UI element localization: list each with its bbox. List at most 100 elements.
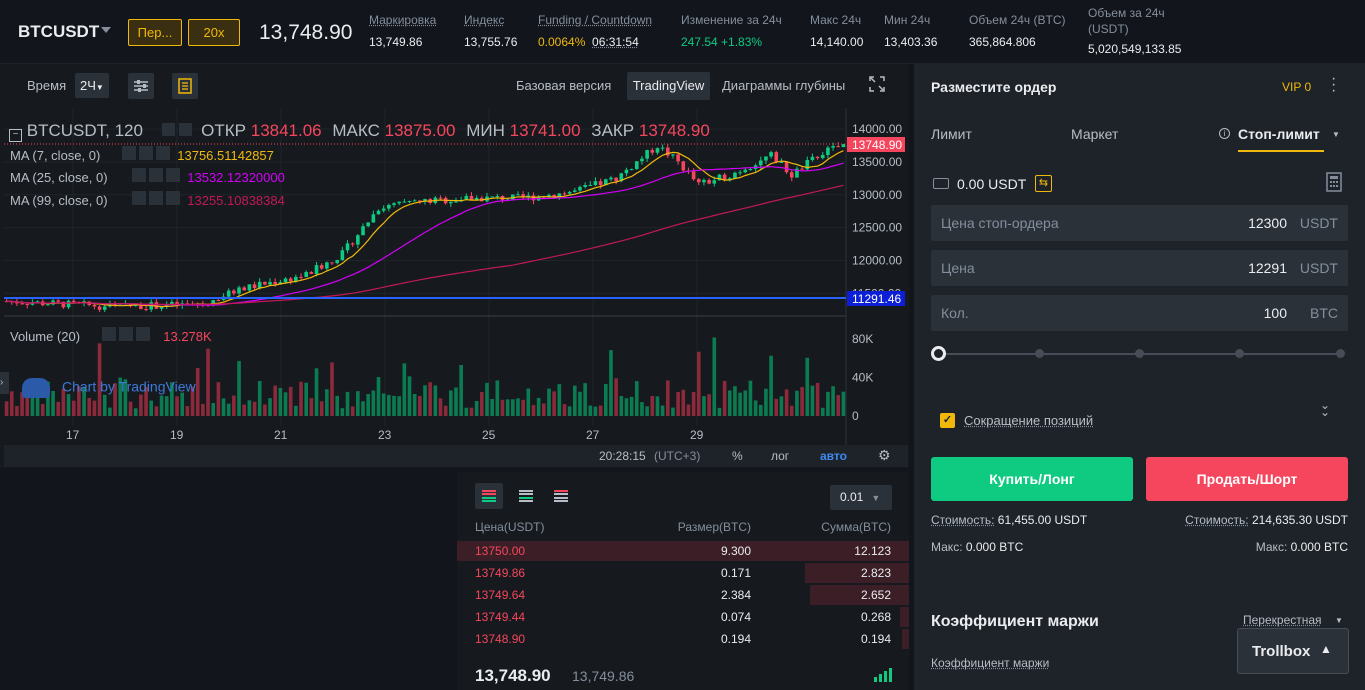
slider-step[interactable] (1235, 349, 1244, 358)
view-tradingview[interactable]: TradingView (627, 72, 710, 100)
ob-depth-bar (805, 563, 909, 583)
symbol-dropdown-caret-icon[interactable] (101, 27, 111, 33)
candle-body (309, 272, 314, 274)
quantity-field[interactable]: Кол. 100 BTC (931, 295, 1348, 331)
symbol-title[interactable]: BTCUSDT (18, 22, 100, 41)
chevron-down-icon[interactable]: ▼ (1332, 130, 1340, 139)
margin-mode-select[interactable]: Перекрестная (1243, 613, 1322, 627)
tradingview-watermark[interactable]: Chart by TradingView (22, 378, 196, 398)
volume-bar (407, 376, 412, 416)
volume-bar (314, 368, 319, 416)
ma-controls-icon[interactable] (121, 146, 174, 160)
field-value[interactable]: 12291 (1248, 260, 1287, 276)
volume-bar (71, 400, 76, 416)
fullscreen-icon[interactable] (869, 76, 885, 92)
ma-controls-icon[interactable] (131, 168, 184, 182)
ob-header-size: Размер(BTC) (677, 520, 751, 534)
volume-bar (665, 380, 670, 416)
volume-controls-icon[interactable] (101, 327, 160, 341)
ma-controls-icon[interactable] (131, 191, 184, 205)
double-chevron-down-icon[interactable]: ⌄ ⌄ (1320, 398, 1331, 419)
candle-body (304, 272, 308, 277)
chart-timezone[interactable]: (UTC+3) (654, 449, 701, 463)
volume-bar (567, 406, 572, 416)
percent-toggle[interactable]: % (732, 449, 743, 463)
candle-body (645, 150, 649, 159)
volume-bar (159, 395, 164, 416)
ob-ask-row[interactable]: 13748.90 0.194 0.194 (457, 628, 909, 650)
transfer-icon[interactable]: ⇆ (1035, 175, 1052, 192)
stat-label: Изменение за 24ч (681, 13, 782, 27)
view-basic[interactable]: Базовая версия (516, 78, 612, 93)
volume-bar (614, 378, 618, 416)
chevron-down-icon[interactable]: ▼ (1335, 616, 1343, 625)
auto-toggle[interactable]: авто (820, 449, 847, 463)
volume-tick: 0 (852, 409, 859, 423)
stop-price-field[interactable]: Цена стоп-ордера 12300 USDT (931, 205, 1348, 241)
sell-short-button[interactable]: Продать/Шорт (1146, 457, 1348, 501)
stat-funding: Funding / Countdown 0.0064% 06:31:54 (538, 13, 652, 49)
sell-max-value: 0.000 BTC (1290, 540, 1348, 554)
line-price-tag-text: 11291.46 (852, 292, 901, 306)
volume-bar (655, 396, 660, 416)
volume-bar (381, 393, 386, 416)
indicator-settings-button[interactable] (128, 73, 154, 99)
orderbook-asks-view[interactable] (547, 483, 575, 509)
ob-ask-row[interactable]: 13750.00 9.300 12.123 (457, 540, 909, 562)
ob-ask-row[interactable]: 13749.64 2.384 2.652 (457, 584, 909, 606)
slider-step[interactable] (1135, 349, 1144, 358)
interval-select[interactable]: 2Ч▼ (75, 73, 109, 98)
quantity-slider-handle[interactable] (931, 346, 946, 361)
volume-bar (149, 400, 154, 416)
expand-left-icon[interactable]: › (0, 372, 9, 394)
watermark-text: Chart by TradingView (62, 378, 196, 395)
price-field[interactable]: Цена 12291 USDT (931, 250, 1348, 286)
volume-bar (836, 395, 841, 416)
field-value[interactable]: 12300 (1248, 215, 1287, 231)
calculator-icon[interactable] (1326, 172, 1342, 192)
more-icon[interactable]: · · · (1331, 70, 1337, 99)
info-icon[interactable]: i (1219, 128, 1230, 139)
ob-ask-row[interactable]: 13749.44 0.074 0.268 (457, 606, 909, 628)
chart-notes-button[interactable] (172, 73, 198, 99)
slider-step[interactable] (1035, 349, 1044, 358)
orderbook-bids-view[interactable] (512, 483, 540, 509)
volume-bar (469, 407, 474, 416)
leverage-button[interactable]: 20x (188, 19, 240, 46)
tab-market[interactable]: Маркет (1071, 126, 1119, 142)
volume-bar (61, 388, 66, 416)
reduce-only-checkbox[interactable]: ✓ (940, 413, 955, 428)
orderbook-both-view[interactable] (475, 483, 503, 509)
view-depth[interactable]: Диаграммы глубины (722, 78, 846, 93)
ob-ask-row[interactable]: 13749.86 0.171 2.823 (457, 562, 909, 584)
trollbox-button[interactable]: Trollbox ▲ (1237, 628, 1349, 674)
tab-stop-limit[interactable]: Стоп-лимит (1238, 126, 1320, 142)
buy-cost-label: Стоимость: (931, 513, 995, 527)
gear-icon[interactable]: ⚙ (878, 447, 891, 463)
candle-body (273, 281, 278, 285)
buy-long-button[interactable]: Купить/Лонг (931, 457, 1133, 501)
volume-bar (598, 405, 603, 416)
vip-badge[interactable]: VIP 0 (1282, 80, 1312, 94)
ma7-legend: MA (7, close, 0) 13756.51142857 (10, 146, 274, 163)
log-toggle[interactable]: лог (771, 449, 790, 463)
order-panel (914, 64, 1365, 690)
price-chart[interactable]: 14000.00 13500.00 13000.00 12500.00 12000.00… (4, 108, 908, 446)
margin-ratio-label: Коэффициент маржи (931, 656, 1050, 670)
volume-bar (795, 390, 799, 416)
collapse-icon[interactable]: − (9, 129, 22, 142)
volume-bar (335, 395, 339, 416)
margin-mode-button[interactable]: Пер... (128, 19, 182, 46)
field-value[interactable]: 100 (1263, 305, 1287, 321)
volume-bar (190, 386, 195, 416)
volume-bar (97, 343, 102, 416)
precision-select[interactable]: 0.01 ▼ (830, 485, 892, 510)
volume-bar (588, 405, 593, 416)
gear-icon[interactable] (179, 123, 193, 136)
eye-icon[interactable] (161, 123, 175, 136)
candle-body (490, 196, 494, 198)
slider-step[interactable] (1336, 349, 1345, 358)
tab-limit[interactable]: Лимит (931, 126, 972, 142)
reduce-only-label[interactable]: Сокращение позиций (964, 413, 1094, 428)
volume-bar (645, 406, 649, 416)
